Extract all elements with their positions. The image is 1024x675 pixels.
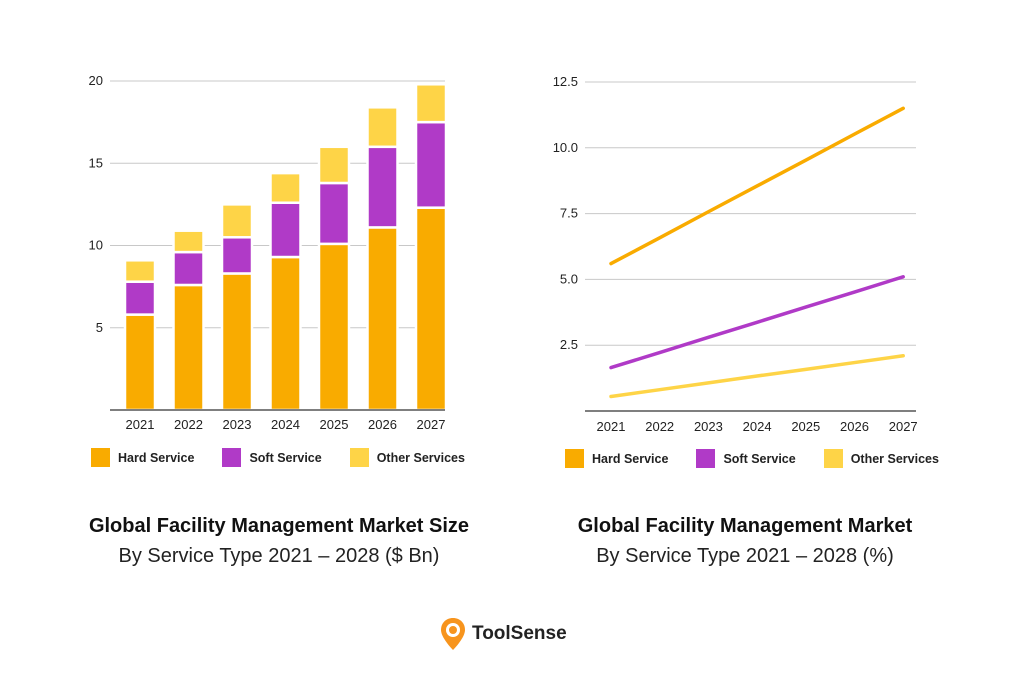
bar-segment-soft-service bbox=[220, 236, 254, 275]
right-legend: Hard Service Soft Service Other Services bbox=[565, 449, 939, 468]
brand-logo: ToolSense bbox=[440, 617, 567, 651]
x-tick-label: 2026 bbox=[368, 417, 397, 432]
legend-label-other: Other Services bbox=[850, 451, 939, 466]
left-chart-subtitle: By Service Type 2021 – 2028 ($ Bn) bbox=[118, 545, 440, 567]
legend-item-soft: Soft Service bbox=[222, 448, 322, 467]
legend-swatch-hard bbox=[565, 449, 584, 468]
legend-item-hard: Hard Service bbox=[91, 448, 194, 467]
y-tick-label: 20 bbox=[89, 73, 103, 88]
y-tick-label: 7.5 bbox=[560, 206, 578, 221]
bar-segment-hard-service bbox=[269, 255, 302, 412]
x-tick-label: 2023 bbox=[223, 417, 252, 432]
x-tick-label: 2024 bbox=[271, 417, 300, 432]
bar-segment-soft-service bbox=[123, 280, 157, 316]
legend-swatch-soft bbox=[222, 448, 242, 467]
left-legend: Hard Service Soft Service Other Services bbox=[91, 448, 465, 467]
y-tick-label: 2.5 bbox=[560, 337, 578, 352]
x-tick-label: 2022 bbox=[174, 417, 203, 432]
legend-item-other: Other Services bbox=[349, 448, 465, 467]
legend-item-soft: Soft Service bbox=[696, 449, 796, 468]
legend-swatch-other bbox=[349, 448, 369, 467]
legend-label-hard: Hard Service bbox=[592, 451, 669, 466]
bar-segment-other-services bbox=[269, 171, 302, 204]
right-chart-subtitle: By Service Type 2021 – 2028 (%) bbox=[596, 545, 894, 567]
x-tick-label: 2026 bbox=[840, 419, 869, 434]
location-pin-icon bbox=[441, 618, 465, 650]
x-tick-label: 2023 bbox=[694, 419, 723, 434]
x-tick-label: 2021 bbox=[597, 419, 626, 434]
bar-segment-other-services bbox=[366, 106, 399, 149]
right-caption: Global Facility Management Market By Ser… bbox=[515, 511, 975, 571]
left-bar-chart: 5 10 15 20 2021 2022 2023 2024 2025 2026 2027 bbox=[89, 73, 448, 432]
x-tick-label: 2025 bbox=[320, 417, 349, 432]
x-tick-label: 2027 bbox=[889, 419, 918, 434]
bar-segment-soft-service bbox=[317, 181, 351, 246]
legend-item-other: Other Services bbox=[823, 449, 939, 468]
bar-segment-other-services bbox=[414, 83, 448, 124]
legend-swatch-hard bbox=[91, 448, 110, 467]
legend-swatch-other bbox=[823, 449, 843, 468]
right-chart-title: Global Facility Management Market bbox=[577, 515, 913, 537]
bar-segment-hard-service bbox=[414, 206, 448, 412]
x-tick-label: 2021 bbox=[126, 417, 155, 432]
bar-segment-hard-service bbox=[123, 313, 157, 412]
y-tick-label: 15 bbox=[89, 155, 103, 170]
bar-segment-other-services bbox=[123, 259, 157, 283]
y-tick-label: 5.0 bbox=[560, 271, 578, 286]
legend-label-soft: Soft Service bbox=[249, 450, 322, 465]
bar-segment-other-services bbox=[172, 229, 205, 254]
brand-name: ToolSense bbox=[472, 623, 567, 644]
bar-segment-other-services bbox=[317, 145, 351, 185]
y-tick-label: 12.5 bbox=[553, 74, 578, 89]
legend-swatch-soft bbox=[696, 449, 716, 468]
bar-segment-other-services bbox=[220, 203, 254, 239]
legend-label-soft: Soft Service bbox=[723, 451, 796, 466]
legend-label-hard: Hard Service bbox=[118, 450, 195, 465]
bar-segment-hard-service bbox=[317, 242, 351, 412]
bar-segment-soft-service bbox=[366, 145, 399, 229]
line-series-hard-service bbox=[609, 106, 905, 266]
x-tick-label: 2025 bbox=[791, 419, 820, 434]
x-tick-label: 2024 bbox=[743, 419, 772, 434]
bar-segment-soft-service bbox=[269, 201, 302, 259]
y-tick-label: 10.0 bbox=[553, 140, 578, 155]
bar-segment-soft-service bbox=[172, 250, 205, 287]
bar-segment-hard-service bbox=[366, 226, 399, 412]
bar-segment-hard-service bbox=[220, 272, 254, 412]
left-caption: Global Facility Management Market Size B… bbox=[49, 511, 509, 571]
bar-segment-soft-service bbox=[414, 120, 448, 209]
y-tick-label: 10 bbox=[89, 238, 103, 253]
legend-label-other: Other Services bbox=[376, 450, 465, 465]
right-line-chart: 2.5 5.0 7.5 10.0 12.5 2021 2022 2023 2024 2025 202… bbox=[553, 74, 918, 434]
x-tick-label: 2022 bbox=[645, 419, 674, 434]
left-chart-title: Global Facility Management Market Size bbox=[88, 515, 470, 537]
line-series-other-services bbox=[609, 353, 905, 399]
bar-segment-hard-service bbox=[172, 283, 205, 412]
legend-item-hard: Hard Service bbox=[565, 449, 668, 468]
y-tick-label: 5 bbox=[96, 320, 103, 335]
line-series-soft-service bbox=[609, 275, 905, 370]
x-tick-label: 2027 bbox=[417, 417, 446, 432]
